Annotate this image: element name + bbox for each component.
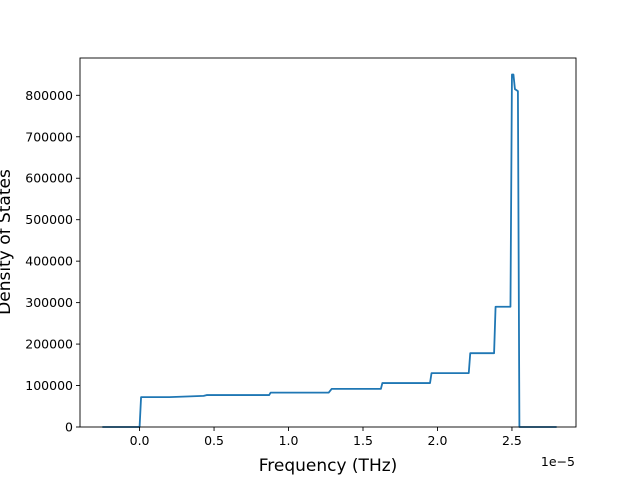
x-tick-label: 0.5 [204,433,224,448]
x-tick-label: 2.5 [502,433,522,448]
plot-frame [79,57,577,428]
y-tick-label: 700000 [25,129,73,144]
y-axis-label: Density of States [0,169,15,315]
y-tick-label: 0 [65,420,73,435]
x-tick-label: 0.0 [130,433,150,448]
y-tick-label: 500000 [25,212,73,227]
y-tick-label: 300000 [25,295,73,310]
y-tick-label: 800000 [25,88,73,103]
x-tick-label: 1.0 [279,433,299,448]
axes: 0.0 0.5 1.0 1.5 2.0 2.5 0 100000 200000 300000 400… [25,57,577,448]
y-tick-label: 600000 [25,171,73,186]
plot-area [102,73,557,428]
x-axis-label: Frequency (THz) [259,456,398,476]
y-tick-label: 200000 [25,337,73,352]
y-tick-label: 400000 [25,254,73,269]
y-tick-label: 100000 [25,378,73,393]
x-tick-label: 2.0 [428,433,448,448]
x-axis-offset-label: 1e−5 [541,454,575,469]
x-tick-label: 1.5 [353,433,373,448]
series-line-0 [102,73,557,428]
